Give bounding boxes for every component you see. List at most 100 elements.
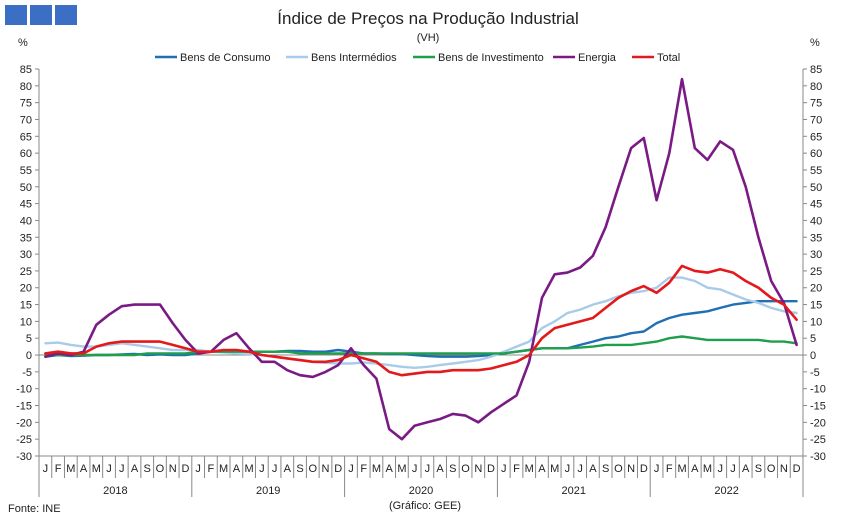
month-label: J bbox=[565, 463, 571, 475]
month-label: N bbox=[627, 463, 635, 475]
y-axis-right: -30 -25 -20 -15 -10 -5 0 5 10 15 20 25 30 35 40 45 50 55 6… bbox=[802, 64, 826, 463]
y-tick-label-left: -15 bbox=[16, 401, 32, 413]
logo-block bbox=[5, 5, 27, 25]
y-tick-label-left: 50 bbox=[20, 182, 32, 194]
month-label: O bbox=[767, 463, 776, 475]
y-tick-label-right: 85 bbox=[810, 64, 822, 76]
month-label: S bbox=[602, 463, 609, 475]
legend-label-1: Bens Intermédios bbox=[311, 52, 397, 64]
y-tick-label-right: -15 bbox=[810, 401, 826, 413]
month-label: A bbox=[691, 463, 699, 475]
month-label: J bbox=[717, 463, 723, 475]
y-tick-label-left: 55 bbox=[20, 165, 32, 177]
month-label: D bbox=[640, 463, 648, 475]
legend: Bens de Consumo Bens Intermédios Bens de I… bbox=[155, 52, 680, 64]
y-tick-label-left: 80 bbox=[20, 81, 32, 93]
month-label: O bbox=[461, 463, 470, 475]
y-tick-label-left: -10 bbox=[16, 384, 32, 396]
y-tick-label-left: 65 bbox=[20, 131, 32, 143]
month-label: F bbox=[55, 463, 62, 475]
month-label: F bbox=[208, 463, 215, 475]
y-tick-label-left: 20 bbox=[20, 283, 32, 295]
month-label: A bbox=[538, 463, 546, 475]
chart-subtitle: (VH) bbox=[417, 32, 440, 44]
y-tick-label-left: 45 bbox=[20, 199, 32, 211]
year-label: 2018 bbox=[103, 485, 127, 497]
series-line-3 bbox=[44, 77, 798, 441]
month-label: D bbox=[793, 463, 801, 475]
month-label: F bbox=[666, 463, 673, 475]
month-label: J bbox=[654, 463, 660, 475]
y-tick-label-left: 10 bbox=[20, 316, 32, 328]
month-label: O bbox=[156, 463, 165, 475]
y-axis-left: -30 -25 -20 -15 -10 -5 0 5 10 15 20 25 30 35 40 45 50 55 6… bbox=[16, 64, 40, 463]
month-label: N bbox=[322, 463, 330, 475]
y-tick-label-left: 25 bbox=[20, 266, 32, 278]
y-tick-label-left: -30 bbox=[16, 451, 32, 463]
month-label: A bbox=[742, 463, 750, 475]
month-label: M bbox=[372, 463, 381, 475]
logo bbox=[5, 5, 77, 25]
y-tick-label-left: 60 bbox=[20, 148, 32, 160]
series-line-4 bbox=[44, 264, 798, 377]
legend-label-2: Bens de Investimento bbox=[438, 52, 544, 64]
month-label: J bbox=[272, 463, 278, 475]
month-label: J bbox=[259, 463, 265, 475]
month-label: J bbox=[501, 463, 507, 475]
y-tick-label-right: -20 bbox=[810, 417, 826, 429]
y-tick-label-right: 15 bbox=[810, 300, 822, 312]
logo-block bbox=[30, 5, 52, 25]
series-line-2 bbox=[44, 335, 798, 357]
y-tick-label-left: 30 bbox=[20, 249, 32, 261]
month-label: S bbox=[296, 463, 303, 475]
y-tick-label-right: 5 bbox=[810, 333, 816, 345]
month-label: S bbox=[755, 463, 762, 475]
month-label: J bbox=[425, 463, 431, 475]
right-axis-unit: % bbox=[810, 37, 820, 49]
month-label: M bbox=[703, 463, 712, 475]
month-label: J bbox=[195, 463, 201, 475]
y-tick-label-left: -25 bbox=[16, 434, 32, 446]
month-label: J bbox=[348, 463, 354, 475]
y-tick-label-left: 75 bbox=[20, 98, 32, 110]
month-label: A bbox=[284, 463, 292, 475]
y-tick-label-right: -10 bbox=[810, 384, 826, 396]
month-label: D bbox=[334, 463, 342, 475]
y-tick-label-right: 50 bbox=[810, 182, 822, 194]
y-tick-label-right: 70 bbox=[810, 114, 822, 126]
legend-label-3: Energia bbox=[578, 52, 617, 64]
month-label: M bbox=[66, 463, 75, 475]
month-label: A bbox=[436, 463, 444, 475]
y-tick-label-right: 25 bbox=[810, 266, 822, 278]
y-tick-label-right: -25 bbox=[810, 434, 826, 446]
series-line-0 bbox=[44, 300, 798, 358]
y-tick-label-left: 0 bbox=[26, 350, 32, 362]
month-label: A bbox=[385, 463, 393, 475]
chart-title: Índice de Preços na Produção Industrial bbox=[277, 9, 578, 28]
y-tick-label-right: 60 bbox=[810, 148, 822, 160]
y-tick-label-left: -5 bbox=[22, 367, 32, 379]
month-label: J bbox=[119, 463, 125, 475]
month-label: D bbox=[181, 463, 189, 475]
month-label: F bbox=[360, 463, 367, 475]
month-label: N bbox=[780, 463, 788, 475]
y-tick-label-left: 15 bbox=[20, 300, 32, 312]
y-tick-label-right: 0 bbox=[810, 350, 816, 362]
y-tick-label-right: 10 bbox=[810, 316, 822, 328]
month-label: M bbox=[245, 463, 254, 475]
y-tick-label-left: 5 bbox=[26, 333, 32, 345]
year-label: 2019 bbox=[256, 485, 280, 497]
legend-label-0: Bens de Consumo bbox=[180, 52, 271, 64]
chart-credit: (Gráfico: GEE) bbox=[389, 500, 461, 512]
y-tick-label-right: 55 bbox=[810, 165, 822, 177]
y-tick-label-right: 80 bbox=[810, 81, 822, 93]
y-tick-label-left: 85 bbox=[20, 64, 32, 76]
month-label: J bbox=[43, 463, 49, 475]
y-tick-label-left: 40 bbox=[20, 215, 32, 227]
month-label: J bbox=[577, 463, 583, 475]
month-label: O bbox=[308, 463, 317, 475]
y-tick-label-left: 35 bbox=[20, 232, 32, 244]
month-label: S bbox=[144, 463, 151, 475]
left-axis-unit: % bbox=[18, 37, 28, 49]
